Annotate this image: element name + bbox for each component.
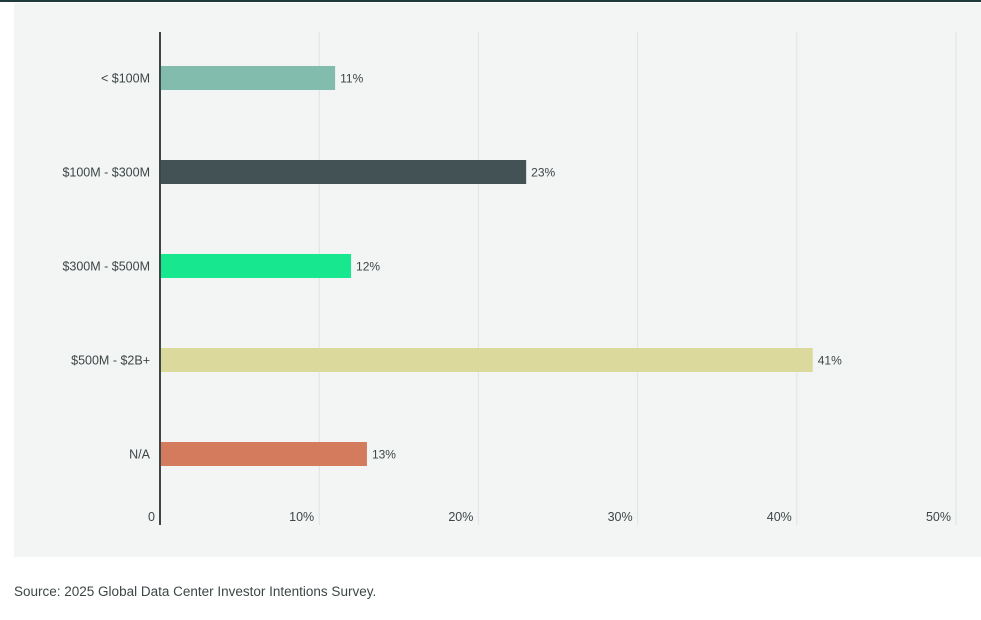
x-tick-label: 20% [448,510,473,524]
source-note: Source: 2025 Global Data Center Investor… [14,584,377,599]
bar [160,160,527,184]
category-label: $300M - $500M [62,260,150,274]
category-label: N/A [129,448,151,462]
bar [160,442,367,466]
bar [160,254,352,278]
top-border [0,0,981,2]
data-label: 11% [340,72,363,86]
data-label: 12% [356,260,380,274]
bar [160,348,813,372]
bar [160,66,336,90]
x-tick-label: 10% [289,510,314,524]
category-label: $500M - $2B+ [71,354,150,368]
category-label: $100M - $300M [62,166,150,180]
data-label: 41% [818,354,842,368]
data-label: 13% [372,448,396,462]
data-label: 23% [531,166,555,180]
x-tick-label: 0 [148,510,155,524]
x-tick-label: 40% [767,510,792,524]
x-tick-label: 30% [608,510,633,524]
x-tick-label: 50% [926,510,951,524]
category-label: < $100M [101,72,150,86]
